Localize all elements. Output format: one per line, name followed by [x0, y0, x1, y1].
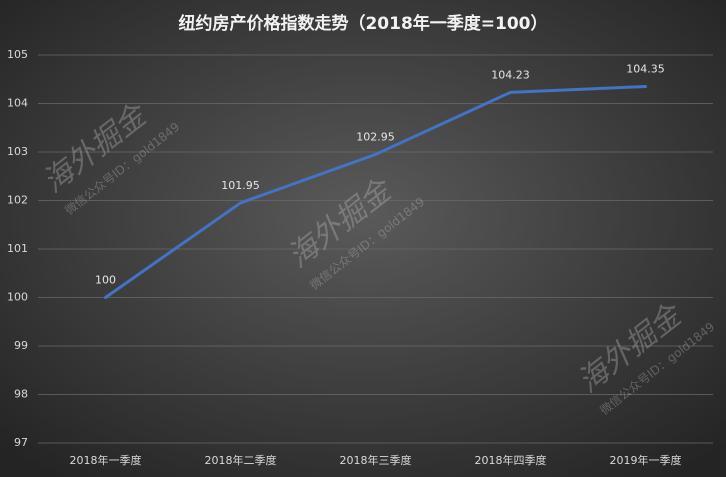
x-tick-label: 2019年一季度	[610, 453, 682, 467]
x-tick-label: 2018年三季度	[340, 453, 412, 467]
data-label: 100	[95, 274, 116, 287]
data-label: 104.23	[491, 68, 530, 81]
y-tick-label: 101	[7, 242, 28, 255]
x-tick-label: 2018年二季度	[205, 453, 277, 467]
series-line	[104, 85, 647, 299]
data-label: 104.35	[626, 63, 665, 76]
data-label: 101.95	[221, 179, 260, 192]
y-tick-label: 104	[7, 97, 28, 110]
y-tick-label: 98	[14, 388, 28, 401]
y-tick-label: 105	[7, 48, 28, 61]
x-tick-label: 2018年一季度	[70, 453, 142, 467]
y-tick-label: 99	[14, 339, 28, 352]
y-tick-label: 102	[7, 194, 28, 207]
x-tick-label: 2018年四季度	[475, 453, 547, 467]
data-label: 102.95	[356, 130, 395, 143]
y-tick-label: 100	[7, 291, 28, 304]
y-tick-label: 103	[7, 145, 28, 158]
chart-title: 纽约房产价格指数走势（2018年一季度=100）	[178, 13, 547, 34]
y-tick-label: 97	[14, 436, 28, 449]
